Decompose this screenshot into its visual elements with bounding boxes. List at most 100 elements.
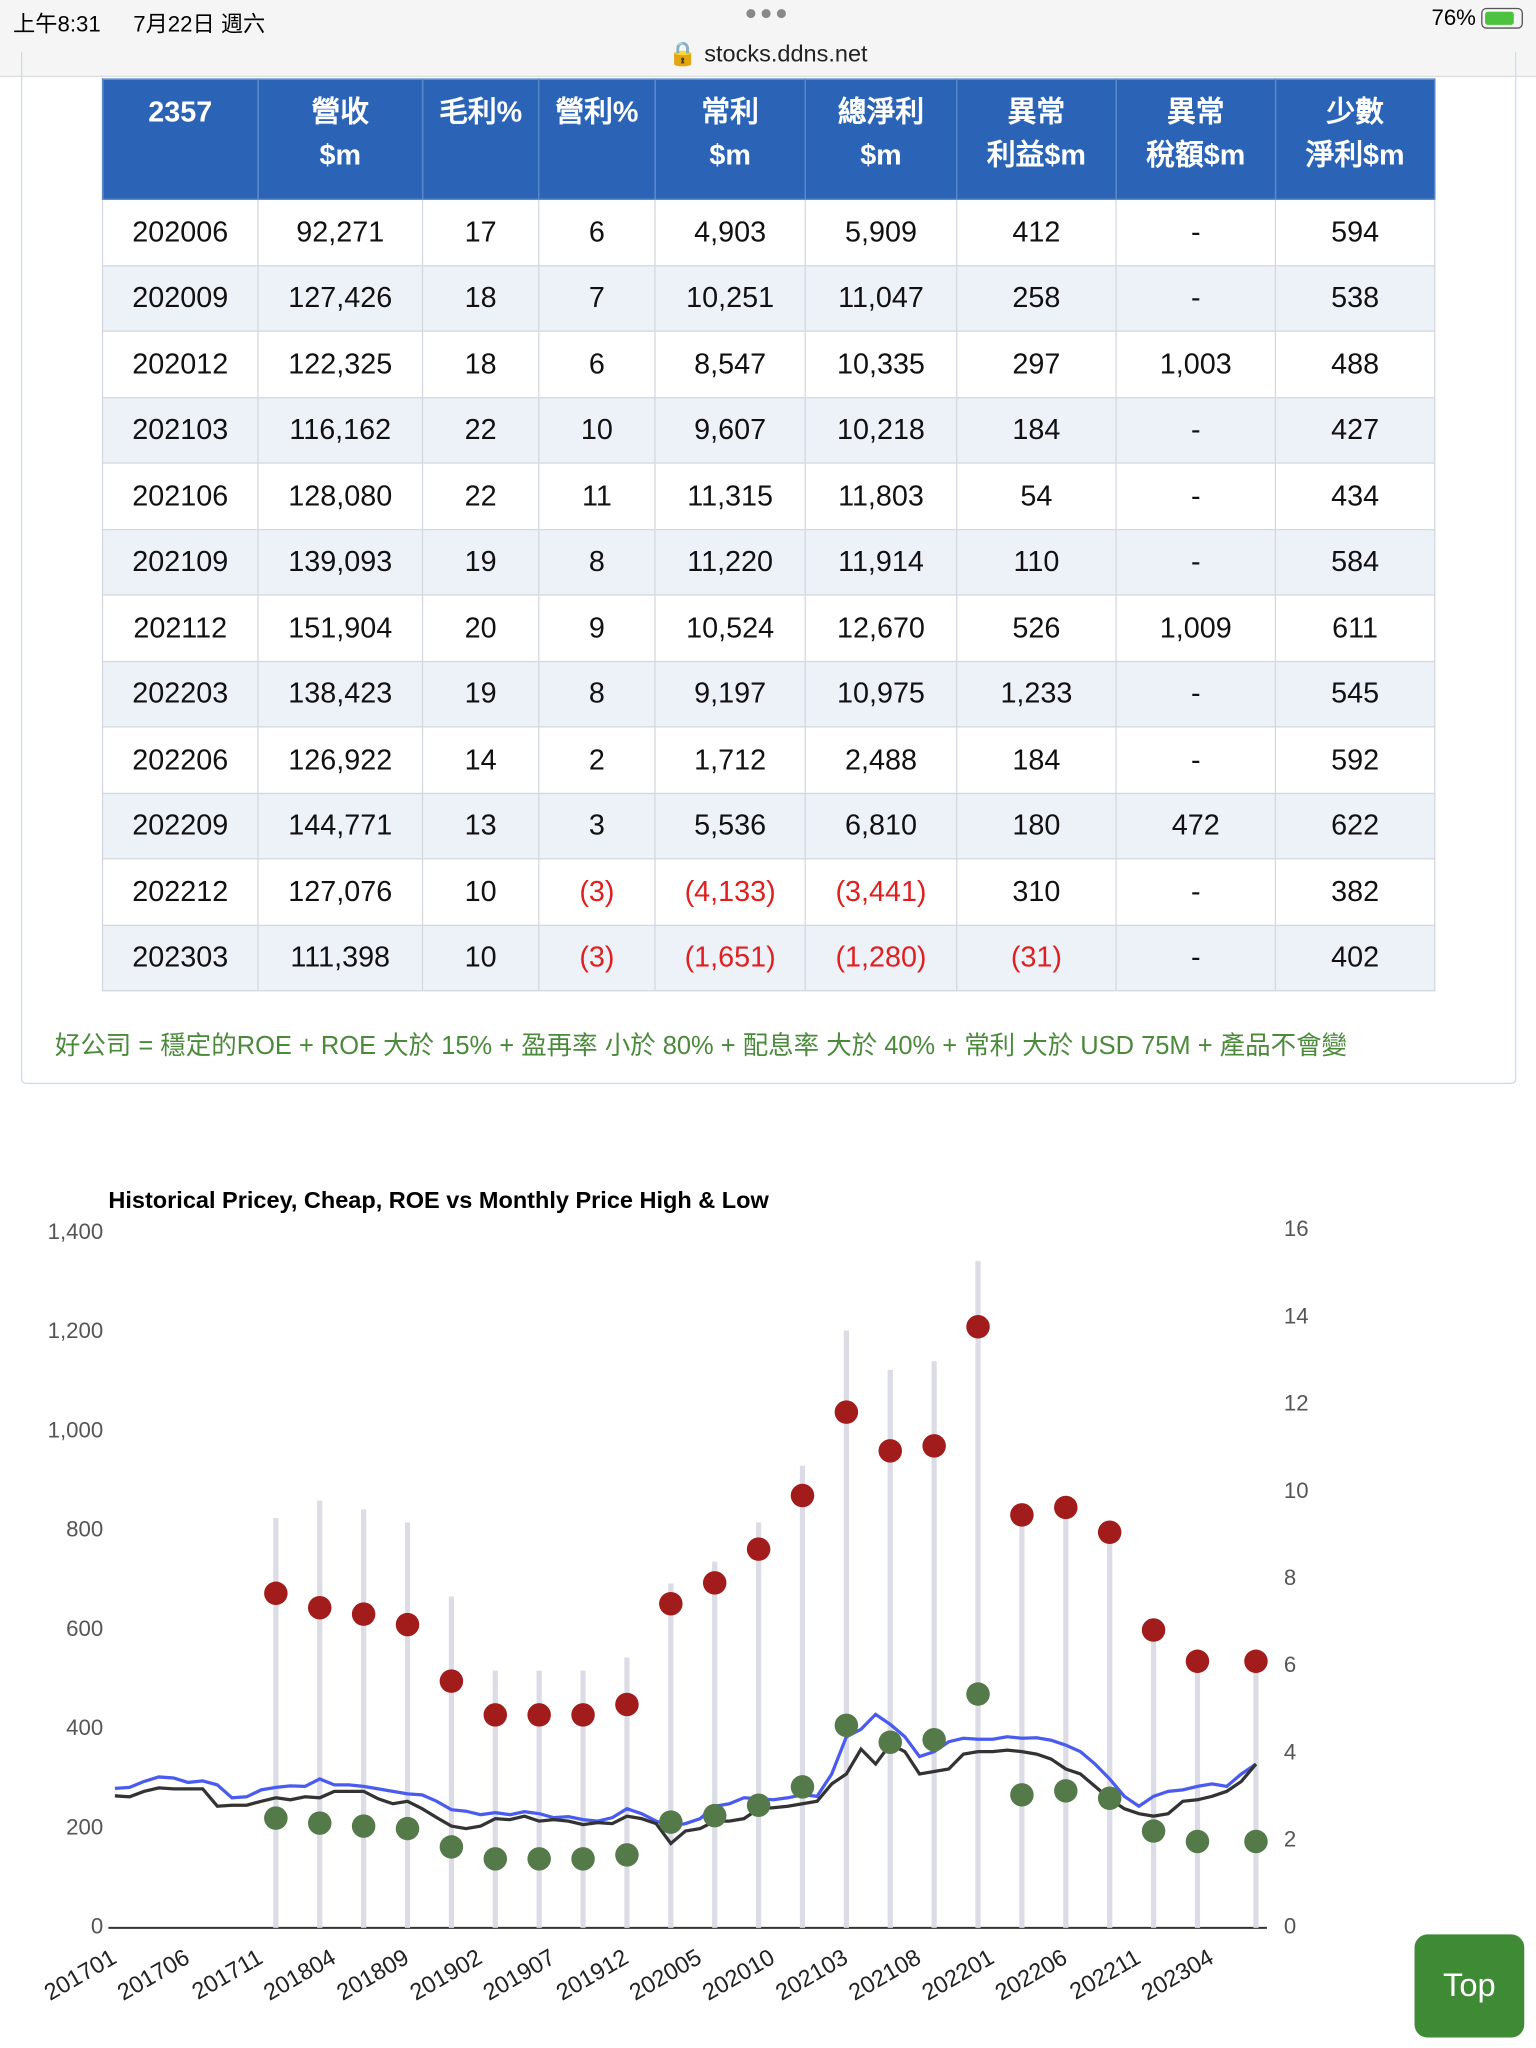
roe-bar (448, 1596, 455, 1928)
roe-bar (273, 1518, 279, 1928)
price-dot (439, 1669, 464, 1693)
price-line (114, 1742, 1258, 1846)
x-tick-label: 202211 (1065, 1944, 1144, 2005)
table-cell: 9 (538, 594, 656, 662)
header-text: 異常 (1007, 95, 1066, 128)
table-cell: 138,423 (257, 660, 424, 728)
price-line (114, 1712, 1257, 1828)
table-cell: 4,903 (654, 198, 806, 266)
x-tick-label: 201706 (113, 1944, 194, 2006)
table-cell: 151,904 (257, 594, 424, 662)
url: stocks.ddns.net (704, 40, 868, 67)
table-cell: 10 (421, 858, 540, 926)
x-tick-label: 201701 (40, 1944, 121, 2006)
table-cell: 202209 (101, 792, 259, 860)
table-cell: 5,536 (654, 792, 806, 860)
header-text: $m (319, 138, 361, 172)
table-cell: - (1115, 396, 1277, 464)
chart: Historical Pricey, Cheap, ROE vs Monthly… (40, 1187, 1309, 2006)
price-dot (702, 1571, 727, 1595)
table-cell: 2 (538, 726, 656, 794)
table-cell: - (1115, 858, 1277, 926)
price-dot (966, 1682, 990, 1706)
roe-bar (1150, 1631, 1157, 1928)
table-cell: 6,810 (804, 792, 958, 860)
table-cell: 22 (421, 396, 540, 464)
table-cell: 18 (421, 264, 540, 332)
price-dot (527, 1703, 551, 1727)
table-cell: 9,607 (654, 396, 806, 464)
table-cell: 10 (538, 396, 656, 464)
table-cell: 382 (1274, 858, 1436, 926)
table-cell: 472 (1115, 792, 1277, 860)
price-dot (1185, 1829, 1210, 1854)
table-cell: 488 (1274, 330, 1436, 398)
y-tick-label: 0 (91, 1914, 103, 1939)
battery-level: 76% (1431, 5, 1476, 31)
table-row: 202303 111,398 10 (3) (1,651) (1,280) (31) -402 (101, 924, 1436, 992)
table-cell: 111,398 (257, 924, 424, 992)
table-cell: (3) (538, 924, 656, 992)
header-text: 常利 (701, 95, 759, 128)
x-tick-label: 202005 (625, 1944, 706, 2006)
x-tick-label: 201907 (478, 1944, 559, 2006)
x-tick-label: 201804 (259, 1944, 340, 2006)
roe-bar (1019, 1513, 1025, 1928)
status-time: 上午8:31 (13, 11, 101, 37)
table-cell: 11,803 (804, 462, 958, 530)
price-dot (439, 1835, 464, 1859)
price-dot (659, 1810, 683, 1834)
header-text: $m (709, 138, 751, 172)
table-cell: (31) (956, 924, 1117, 992)
table-cell: 538 (1274, 264, 1436, 332)
roe-bar (1107, 1531, 1113, 1928)
roe-bar (931, 1361, 937, 1928)
table-cell: 10,524 (654, 594, 806, 662)
y2-tick-label: 0 (1284, 1914, 1296, 1939)
table-cell: - (1115, 924, 1277, 992)
chart-title: Historical Pricey, Cheap, ROE vs Monthly… (108, 1187, 769, 1213)
price-dot (264, 1581, 288, 1606)
x-tick-label: 201809 (332, 1944, 413, 2006)
table-cell: 412 (956, 198, 1117, 266)
header-cell: 2357 (101, 78, 259, 200)
roe-bar (1063, 1509, 1069, 1928)
header-text: 2357 (148, 95, 213, 128)
table-cell: (1,651) (654, 924, 806, 992)
table-cell: 11 (538, 462, 656, 530)
table-cell: - (1115, 660, 1277, 728)
tab-dots[interactable]: ●●● (744, 2, 791, 25)
table-cell: 434 (1274, 462, 1436, 530)
table-box (20, 52, 1517, 1085)
table-cell: (4,133) (654, 858, 806, 926)
y2-tick-label: 4 (1284, 1739, 1296, 1764)
table-cell: 10,218 (804, 396, 958, 464)
header-cell: 總淨利 $m (804, 78, 958, 200)
roe-bar (361, 1509, 367, 1928)
table-cell: 6 (538, 330, 656, 398)
table-cell: - (1115, 198, 1277, 266)
price-dot (878, 1439, 903, 1463)
price-dot (615, 1843, 639, 1867)
table-cell: 1,712 (654, 726, 806, 794)
header-text: 毛利% (439, 95, 523, 128)
price-dot (834, 1400, 859, 1424)
price-dot (922, 1434, 946, 1458)
url-bar[interactable]: 🔒 stocks.ddns.net (668, 40, 868, 67)
table-cell: 127,076 (257, 858, 424, 926)
roe-bar (975, 1260, 981, 1928)
header-text: 營收 (311, 95, 369, 128)
x-tick-label: 202304 (1137, 1944, 1218, 2006)
table-cell: 584 (1274, 528, 1436, 596)
roe-bar (317, 1500, 323, 1928)
table-cell: 8 (538, 660, 656, 728)
price-dot (1097, 1786, 1122, 1811)
roe-bar (1253, 1661, 1259, 1928)
table-cell: 402 (1274, 924, 1436, 992)
table-cell: 310 (956, 858, 1117, 926)
table-cell: 19 (421, 660, 540, 728)
top-button[interactable]: Top (1414, 1934, 1525, 2038)
roe-bar (1194, 1661, 1201, 1928)
roe-bar (712, 1561, 718, 1928)
price-dot (527, 1847, 551, 1871)
